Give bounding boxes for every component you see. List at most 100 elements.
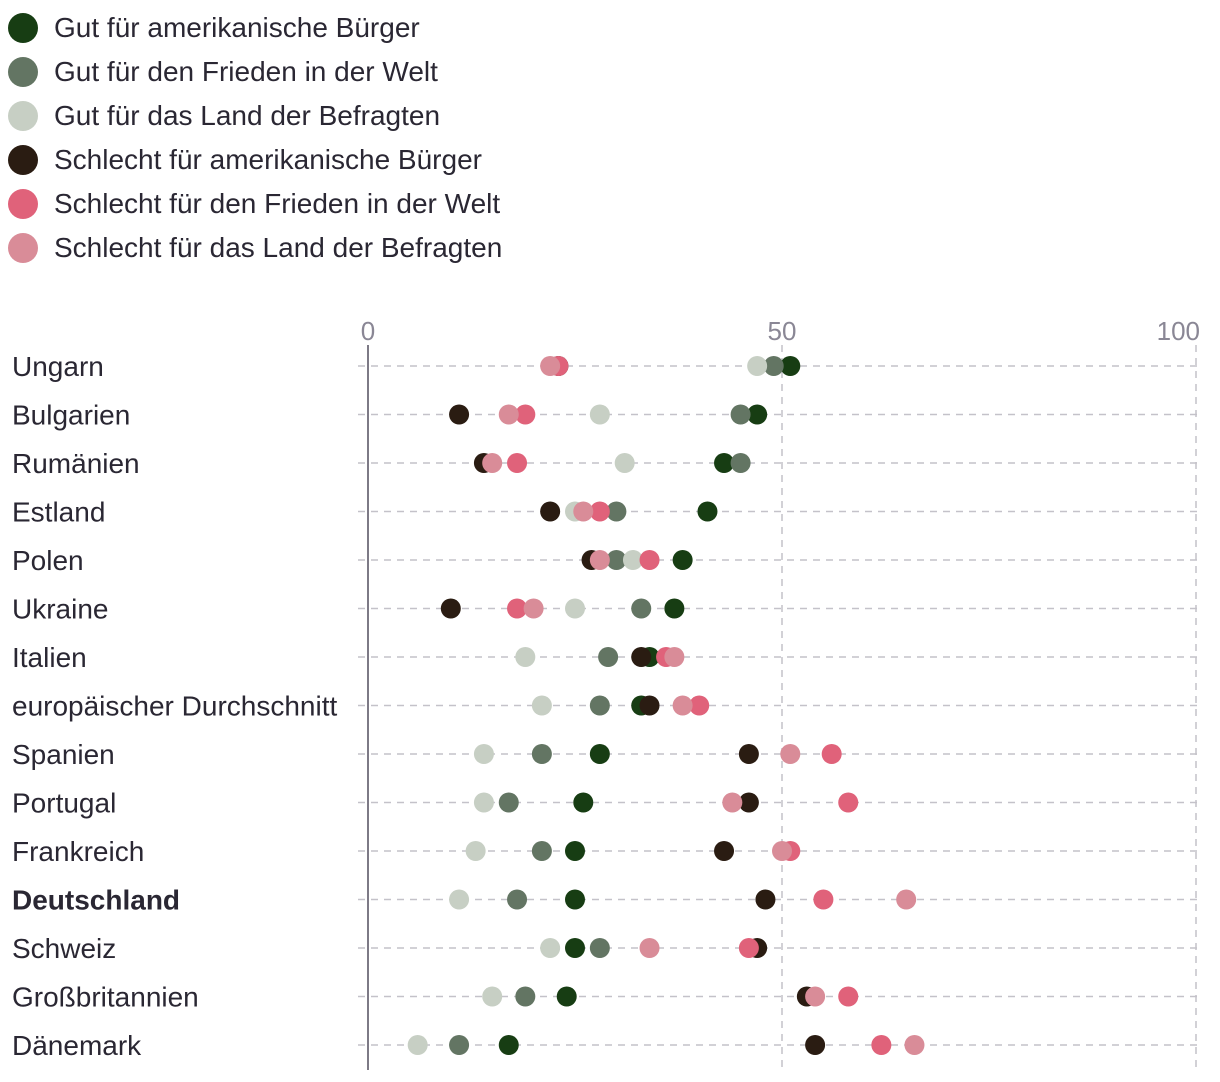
data-point: Rumänien – Schlecht für den Frieden in d… bbox=[507, 453, 528, 473]
data-point: Dänemark – Gut für amerikanische Bürger:… bbox=[498, 1035, 519, 1055]
data-point: Bulgarien – Gut für amerikanische Bürger… bbox=[747, 404, 768, 425]
legend-swatch bbox=[8, 145, 38, 175]
row-label: Ukraine bbox=[12, 594, 108, 625]
row-label: Spanien bbox=[12, 739, 115, 770]
data-point: Rumänien – Schlecht für das Land der Bef… bbox=[482, 453, 503, 473]
data-point: Rumänien – Gut für amerikanische Bürger:… bbox=[714, 453, 735, 473]
data-point: europäischer Durchschnitt – Gut für den … bbox=[589, 695, 610, 716]
row-label: europäischer Durchschnitt bbox=[12, 691, 337, 722]
data-point: Ungarn – Gut für den Frieden in der Welt… bbox=[763, 356, 784, 376]
data-point: europäischer Durchschnitt – Schlecht für… bbox=[689, 695, 710, 716]
data-point: Portugal – Schlecht für den Frieden in d… bbox=[838, 792, 859, 813]
data-point: Ukraine – Schlecht für amerikanische Bür… bbox=[440, 598, 461, 619]
legend-item: Gut für den Frieden in der Welt bbox=[8, 50, 502, 94]
legend-label: Gut für amerikanische Bürger bbox=[54, 12, 420, 43]
x-tick-label: 100 bbox=[1157, 316, 1200, 346]
data-point: Spanien – Gut für das Land der Befragten… bbox=[473, 744, 494, 764]
row-labels: Ungarn Bulgarien Rumänien Estland Polen Ukrai… bbox=[12, 351, 337, 1061]
row-label: Rumänien bbox=[12, 448, 140, 479]
x-tick-label: 0 bbox=[361, 316, 375, 346]
data-point: Dänemark – Gut für das Land der Befragte… bbox=[407, 1035, 428, 1055]
data-point: Deutschland – Schlecht für das Land der … bbox=[896, 889, 917, 910]
row-label: Frankreich bbox=[12, 836, 144, 867]
data-point: europäischer Durchschnitt – Gut für das … bbox=[531, 695, 552, 716]
data-point: Ukraine – Schlecht für den Frieden in de… bbox=[507, 598, 528, 619]
legend-label: Schlecht für das Land der Befragten bbox=[54, 232, 503, 263]
data-point: Großbritannien – Schlecht für das Land d… bbox=[805, 986, 826, 1007]
data-point: Estland – Gut für den Frieden in der Wel… bbox=[606, 501, 627, 522]
data-point: Ungarn – Gut für amerikanische Bürger: 5… bbox=[780, 356, 801, 376]
data-point: Schweiz – Gut für den Frieden in der Wel… bbox=[589, 938, 610, 958]
data-point: Rumänien – Gut für das Land der Befragte… bbox=[614, 453, 635, 473]
row-label: Großbritannien bbox=[12, 982, 199, 1013]
data-point: Portugal – Gut für den Frieden in der We… bbox=[498, 792, 519, 813]
data-point: Frankreich – Gut für das Land der Befrag… bbox=[465, 841, 486, 861]
legend-item: Schlecht für amerikanische Bürger bbox=[8, 138, 502, 182]
data-point: Ungarn – Schlecht für das Land der Befra… bbox=[540, 356, 561, 376]
data-point: Italien – Schlecht für amerikanische Bür… bbox=[631, 647, 652, 667]
data-point: Bulgarien – Gut für den Frieden in der W… bbox=[730, 404, 751, 425]
data-point: Schweiz – Gut für das Land der Befragten… bbox=[540, 938, 561, 958]
legend-swatch bbox=[8, 189, 38, 219]
data-point: Frankreich – Gut für den Frieden in der … bbox=[531, 841, 552, 861]
data-point: Spanien – Gut für amerikanische Bürger: … bbox=[589, 744, 610, 764]
data-point: Bulgarien – Schlecht für amerikanische B… bbox=[449, 404, 470, 425]
legend-label: Schlecht für den Frieden in der Welt bbox=[54, 188, 501, 219]
data-point: Frankreich – Schlecht für das Land der B… bbox=[772, 841, 792, 861]
data-point: Portugal – Gut für das Land der Befragte… bbox=[473, 792, 494, 813]
x-axis: 0 50 100 bbox=[361, 316, 1200, 346]
x-tick-label: 50 bbox=[768, 316, 797, 346]
data-point: Dänemark – Schlecht für den Frieden in d… bbox=[871, 1035, 892, 1055]
data-point: Ukraine – Gut für das Land der Befragten… bbox=[565, 598, 585, 619]
legend-swatch bbox=[8, 101, 38, 131]
data-point: Portugal – Gut für amerikanische Bürger:… bbox=[573, 792, 594, 813]
data-point: Italien – Schlecht für das Land der Befr… bbox=[664, 647, 685, 667]
data-point: Frankreich – Gut für amerikanische Bürge… bbox=[565, 841, 585, 861]
legend-swatch bbox=[8, 57, 38, 87]
data-point: Rumänien – Gut für den Frieden in der We… bbox=[730, 453, 751, 473]
data-point: Portugal – Schlecht für amerikanische Bü… bbox=[738, 792, 759, 813]
legend-swatch bbox=[8, 13, 38, 43]
data-point: Estland – Gut für amerikanische Bürger: … bbox=[697, 501, 718, 522]
legend-item: Schlecht für den Frieden in der Welt bbox=[8, 182, 502, 226]
data-points: Ungarn – Gut für amerikanische Bürger: 5… bbox=[407, 356, 925, 1055]
row-label: Italien bbox=[12, 642, 87, 673]
data-point: Bulgarien – Schlecht für den Frieden in … bbox=[515, 404, 536, 425]
data-point: Deutschland – Gut für amerikanische Bürg… bbox=[565, 889, 585, 910]
data-point: Großbritannien – Gut für den Frieden in … bbox=[515, 986, 536, 1007]
data-point: Ukraine – Gut für amerikanische Bürger: … bbox=[664, 598, 685, 619]
data-point: Deutschland – Schlecht für den Frieden i… bbox=[813, 889, 834, 910]
chart-legend: Gut für amerikanische Bürger Gut für den … bbox=[8, 6, 502, 270]
data-point: Polen – Schlecht für das Land der Befrag… bbox=[589, 550, 610, 570]
data-point: Polen – Gut für den Frieden in der Welt:… bbox=[606, 550, 627, 570]
row-label: Polen bbox=[12, 545, 84, 576]
data-point: Deutschland – Gut für das Land der Befra… bbox=[449, 889, 470, 910]
data-point: Italien – Gut für den Frieden in der Wel… bbox=[598, 647, 619, 667]
row-label: Schweiz bbox=[12, 933, 116, 964]
data-point: Portugal – Schlecht für das Land der Bef… bbox=[722, 792, 743, 813]
data-point: Ukraine – Schlecht für das Land der Befr… bbox=[523, 598, 544, 619]
row-label: Bulgarien bbox=[12, 400, 130, 431]
row-label: Ungarn bbox=[12, 351, 104, 382]
data-point: Spanien – Schlecht für den Frieden in de… bbox=[821, 744, 842, 764]
legend-label: Schlecht für amerikanische Bürger bbox=[54, 144, 482, 175]
legend-label: Gut für den Frieden in der Welt bbox=[54, 56, 438, 87]
data-point: Dänemark – Schlecht für amerikanische Bü… bbox=[805, 1035, 826, 1055]
data-point: Schweiz – Schlecht für das Land der Befr… bbox=[639, 938, 660, 958]
data-point: Schweiz – Gut für amerikanische Bürger: … bbox=[565, 938, 585, 958]
data-point: Polen – Gut für amerikanische Bürger: 38 bbox=[672, 550, 693, 570]
data-point: europäischer Durchschnitt – Schlecht für… bbox=[639, 695, 660, 716]
data-point: Dänemark – Schlecht für das Land der Bef… bbox=[904, 1035, 925, 1055]
data-point: Großbritannien – Schlecht für den Friede… bbox=[838, 986, 859, 1007]
data-point: Bulgarien – Gut für das Land der Befragt… bbox=[589, 404, 610, 425]
legend-item: Schlecht für das Land der Befragten bbox=[8, 226, 502, 270]
data-point: Spanien – Schlecht für das Land der Befr… bbox=[780, 744, 801, 764]
data-point: europäischer Durchschnitt – Schlecht für… bbox=[672, 695, 693, 716]
data-point: Polen – Schlecht für den Frieden in der … bbox=[639, 550, 660, 570]
data-point: Dänemark – Gut für den Frieden in der We… bbox=[449, 1035, 470, 1055]
row-label: Estland bbox=[12, 497, 105, 528]
data-point: Ukraine – Gut für den Frieden in der Wel… bbox=[631, 598, 652, 619]
row-label: Portugal bbox=[12, 788, 116, 819]
data-point: Estland – Schlecht für amerikanische Bür… bbox=[540, 501, 561, 522]
